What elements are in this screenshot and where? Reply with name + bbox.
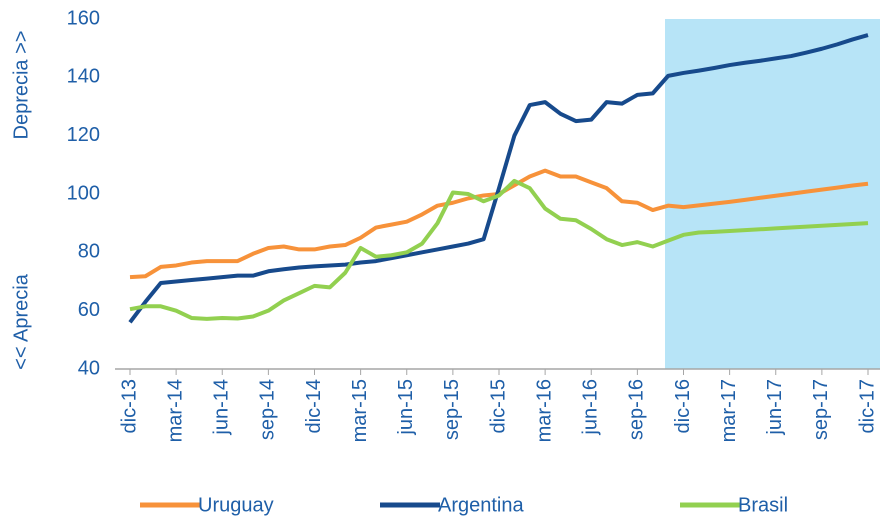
legend-label: Uruguay <box>198 494 274 516</box>
y-tick-label: 80 <box>78 241 100 263</box>
legend-label: Brasil <box>738 494 788 516</box>
x-tick-label: jun-17 <box>764 379 786 436</box>
y-tick-label: 100 <box>67 182 100 204</box>
x-tick-label: dic-17 <box>856 379 878 433</box>
y-tick-label: 140 <box>67 66 100 88</box>
x-tick-label: mar-14 <box>164 379 186 442</box>
x-tick-label: sep-14 <box>257 379 279 440</box>
x-tick-label: mar-16 <box>533 379 555 442</box>
y-tick-label: 160 <box>67 7 100 29</box>
y-label-top: Deprecia >> <box>10 31 32 140</box>
x-tick-label: mar-17 <box>718 379 740 442</box>
y-label-bottom: << Aprecia <box>10 273 32 370</box>
forecast-shade <box>665 19 880 369</box>
x-tick-label: sep-16 <box>626 379 648 440</box>
x-tick-label: mar-15 <box>349 379 371 442</box>
y-tick-label: 120 <box>67 124 100 146</box>
x-tick-label: dic-16 <box>672 379 694 433</box>
x-tick-label: dic-13 <box>118 379 140 433</box>
legend-label: Argentina <box>438 494 524 516</box>
x-tick-label: sep-15 <box>441 379 463 440</box>
series-line <box>128 33 869 324</box>
x-tick-label: jun-16 <box>580 379 602 436</box>
y-tick-label: 40 <box>78 357 100 379</box>
series-line <box>129 178 869 321</box>
y-tick-label: 60 <box>78 299 100 321</box>
x-tick-label: dic-15 <box>487 379 509 433</box>
x-tick-label: jun-15 <box>395 379 417 436</box>
x-tick-label: sep-17 <box>810 379 832 440</box>
x-tick-label: jun-14 <box>211 379 233 436</box>
x-tick-label: dic-14 <box>303 379 325 433</box>
